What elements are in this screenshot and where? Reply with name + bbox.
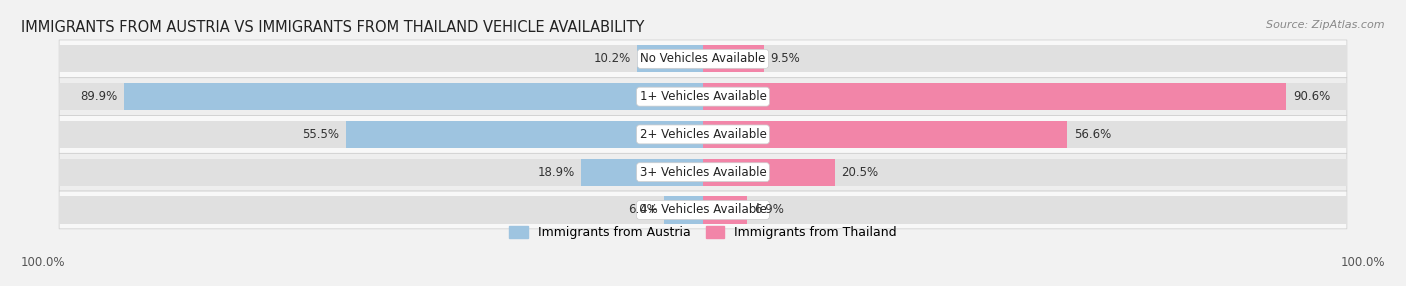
Text: 9.5%: 9.5% [770, 52, 800, 65]
Bar [59, 159, 703, 186]
FancyBboxPatch shape [59, 191, 1347, 229]
Bar [59, 45, 703, 72]
Text: 2+ Vehicles Available: 2+ Vehicles Available [640, 128, 766, 141]
Text: 20.5%: 20.5% [841, 166, 879, 179]
Bar [703, 45, 765, 72]
Bar [581, 159, 703, 186]
Bar [703, 121, 1067, 148]
Text: 4+ Vehicles Available: 4+ Vehicles Available [640, 203, 766, 217]
Text: 55.5%: 55.5% [302, 128, 339, 141]
Bar [637, 45, 703, 72]
Text: 18.9%: 18.9% [537, 166, 575, 179]
Text: 89.9%: 89.9% [80, 90, 118, 103]
Bar [703, 121, 1347, 148]
Bar [703, 83, 1347, 110]
Text: 3+ Vehicles Available: 3+ Vehicles Available [640, 166, 766, 179]
FancyBboxPatch shape [59, 78, 1347, 116]
Bar [703, 159, 1347, 186]
Bar [703, 196, 748, 224]
Text: 56.6%: 56.6% [1074, 128, 1111, 141]
Bar [703, 83, 1286, 110]
Text: 1+ Vehicles Available: 1+ Vehicles Available [640, 90, 766, 103]
FancyBboxPatch shape [59, 116, 1347, 153]
Legend: Immigrants from Austria, Immigrants from Thailand: Immigrants from Austria, Immigrants from… [505, 221, 901, 244]
Text: IMMIGRANTS FROM AUSTRIA VS IMMIGRANTS FROM THAILAND VEHICLE AVAILABILITY: IMMIGRANTS FROM AUSTRIA VS IMMIGRANTS FR… [21, 20, 644, 35]
FancyBboxPatch shape [59, 153, 1347, 191]
Bar [665, 196, 703, 224]
Bar [346, 121, 703, 148]
Bar [703, 45, 1347, 72]
Text: 90.6%: 90.6% [1292, 90, 1330, 103]
Text: Source: ZipAtlas.com: Source: ZipAtlas.com [1267, 20, 1385, 30]
Text: 10.2%: 10.2% [593, 52, 631, 65]
Bar [59, 196, 703, 224]
Text: 6.9%: 6.9% [754, 203, 783, 217]
FancyBboxPatch shape [59, 40, 1347, 78]
Bar [703, 196, 1347, 224]
Bar [59, 83, 703, 110]
Text: No Vehicles Available: No Vehicles Available [640, 52, 766, 65]
Bar [124, 83, 703, 110]
Text: 100.0%: 100.0% [21, 256, 66, 269]
Text: 6.0%: 6.0% [628, 203, 658, 217]
Text: 100.0%: 100.0% [1340, 256, 1385, 269]
Bar [703, 159, 835, 186]
Bar [59, 121, 703, 148]
